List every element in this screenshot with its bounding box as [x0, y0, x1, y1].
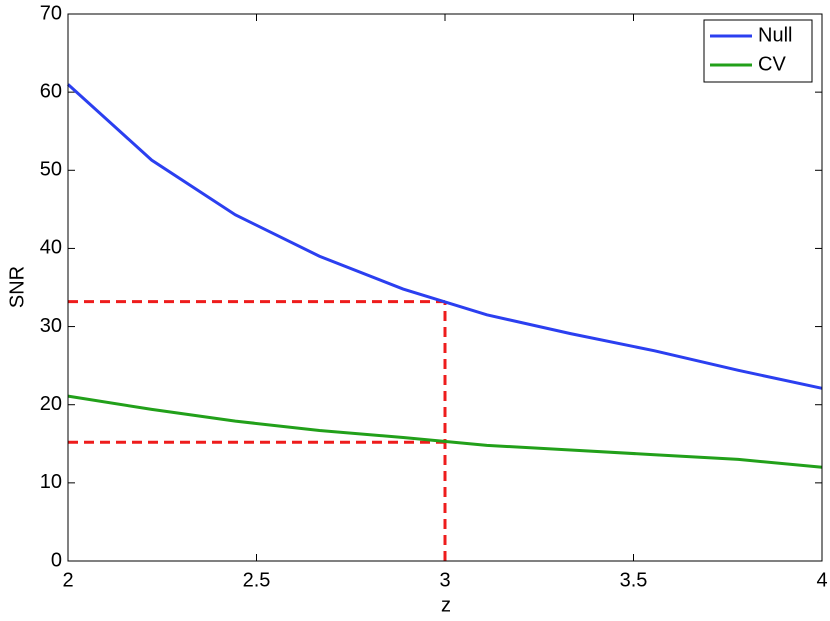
x-axis-label: z — [441, 594, 451, 616]
axes-box — [67, 13, 823, 562]
series-line — [66, 83, 823, 390]
legend-box — [703, 19, 813, 83]
x-tick-label: 3.5 — [620, 569, 648, 591]
y-tick-label: 30 — [40, 315, 62, 337]
legend-label: CV — [758, 53, 786, 75]
y-axis-label: SNR — [6, 266, 28, 308]
y-tick-label: 50 — [40, 159, 62, 181]
x-tick-label: 3 — [439, 569, 450, 591]
y-tick-label: 10 — [40, 471, 62, 493]
y-tick-label: 70 — [40, 2, 62, 24]
y-tick-label: 60 — [40, 80, 62, 102]
x-tick-label: 2 — [62, 569, 73, 591]
y-tick-label: 20 — [40, 393, 62, 415]
x-tick-label: 2.5 — [243, 569, 271, 591]
series-line — [67, 394, 823, 469]
legend-label: Null — [758, 24, 792, 46]
y-tick-label: 40 — [40, 237, 62, 259]
x-tick-label: 4 — [816, 569, 827, 591]
plot-area — [68, 14, 822, 561]
y-tick-label: 0 — [51, 549, 62, 571]
